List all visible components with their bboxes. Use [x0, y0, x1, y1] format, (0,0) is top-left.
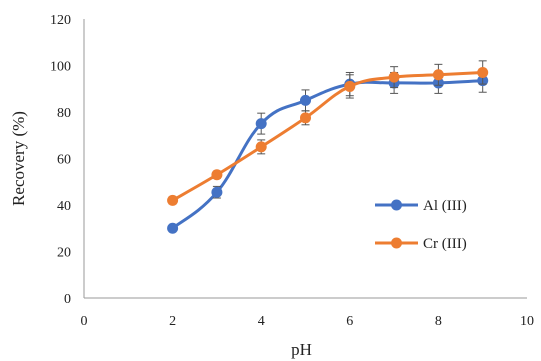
y-tick-labels: 0 20 40 60 80 100 120	[50, 13, 71, 307]
x-axis-title: pH	[291, 340, 312, 359]
series-cr	[167, 60, 489, 206]
x-tick-label: 2	[169, 314, 176, 329]
x-tick-labels: 0 2 4 6 8 10	[81, 314, 535, 329]
legend-label: Cr (III)	[423, 236, 467, 252]
data-point	[211, 169, 223, 181]
y-tick-label: 20	[57, 246, 71, 261]
legend: Al (III) Cr (III)	[375, 198, 467, 252]
y-axis-title: Recovery (%)	[9, 111, 28, 206]
data-point	[255, 141, 267, 153]
y-tick-label: 40	[57, 199, 71, 214]
legend-item: Al (III)	[375, 198, 467, 214]
data-point	[255, 118, 267, 130]
data-point	[388, 71, 400, 83]
legend-marker	[391, 237, 402, 249]
data-point	[477, 66, 489, 78]
legend-label: Al (III)	[423, 198, 467, 214]
x-tick-label: 6	[346, 314, 353, 329]
y-tick-label: 80	[57, 106, 71, 121]
y-tick-label: 60	[57, 153, 71, 168]
data-point	[432, 69, 444, 81]
y-tick-label: 100	[50, 60, 71, 75]
series-layer	[167, 60, 489, 234]
data-point	[167, 194, 179, 206]
x-tick-label: 8	[435, 314, 442, 329]
x-tick-label: 10	[520, 314, 534, 329]
axes	[83, 19, 527, 299]
x-tick-label: 4	[258, 314, 265, 329]
data-point	[300, 112, 311, 124]
series-line	[171, 79, 483, 230]
legend-item: Cr (III)	[375, 236, 467, 252]
data-point	[167, 222, 179, 234]
x-tick-label: 0	[81, 314, 88, 329]
y-tick-label: 120	[50, 13, 71, 28]
data-point	[344, 80, 356, 92]
y-tick-label: 0	[64, 292, 71, 307]
data-point	[300, 94, 311, 106]
legend-marker	[391, 199, 402, 211]
data-point	[211, 186, 223, 198]
